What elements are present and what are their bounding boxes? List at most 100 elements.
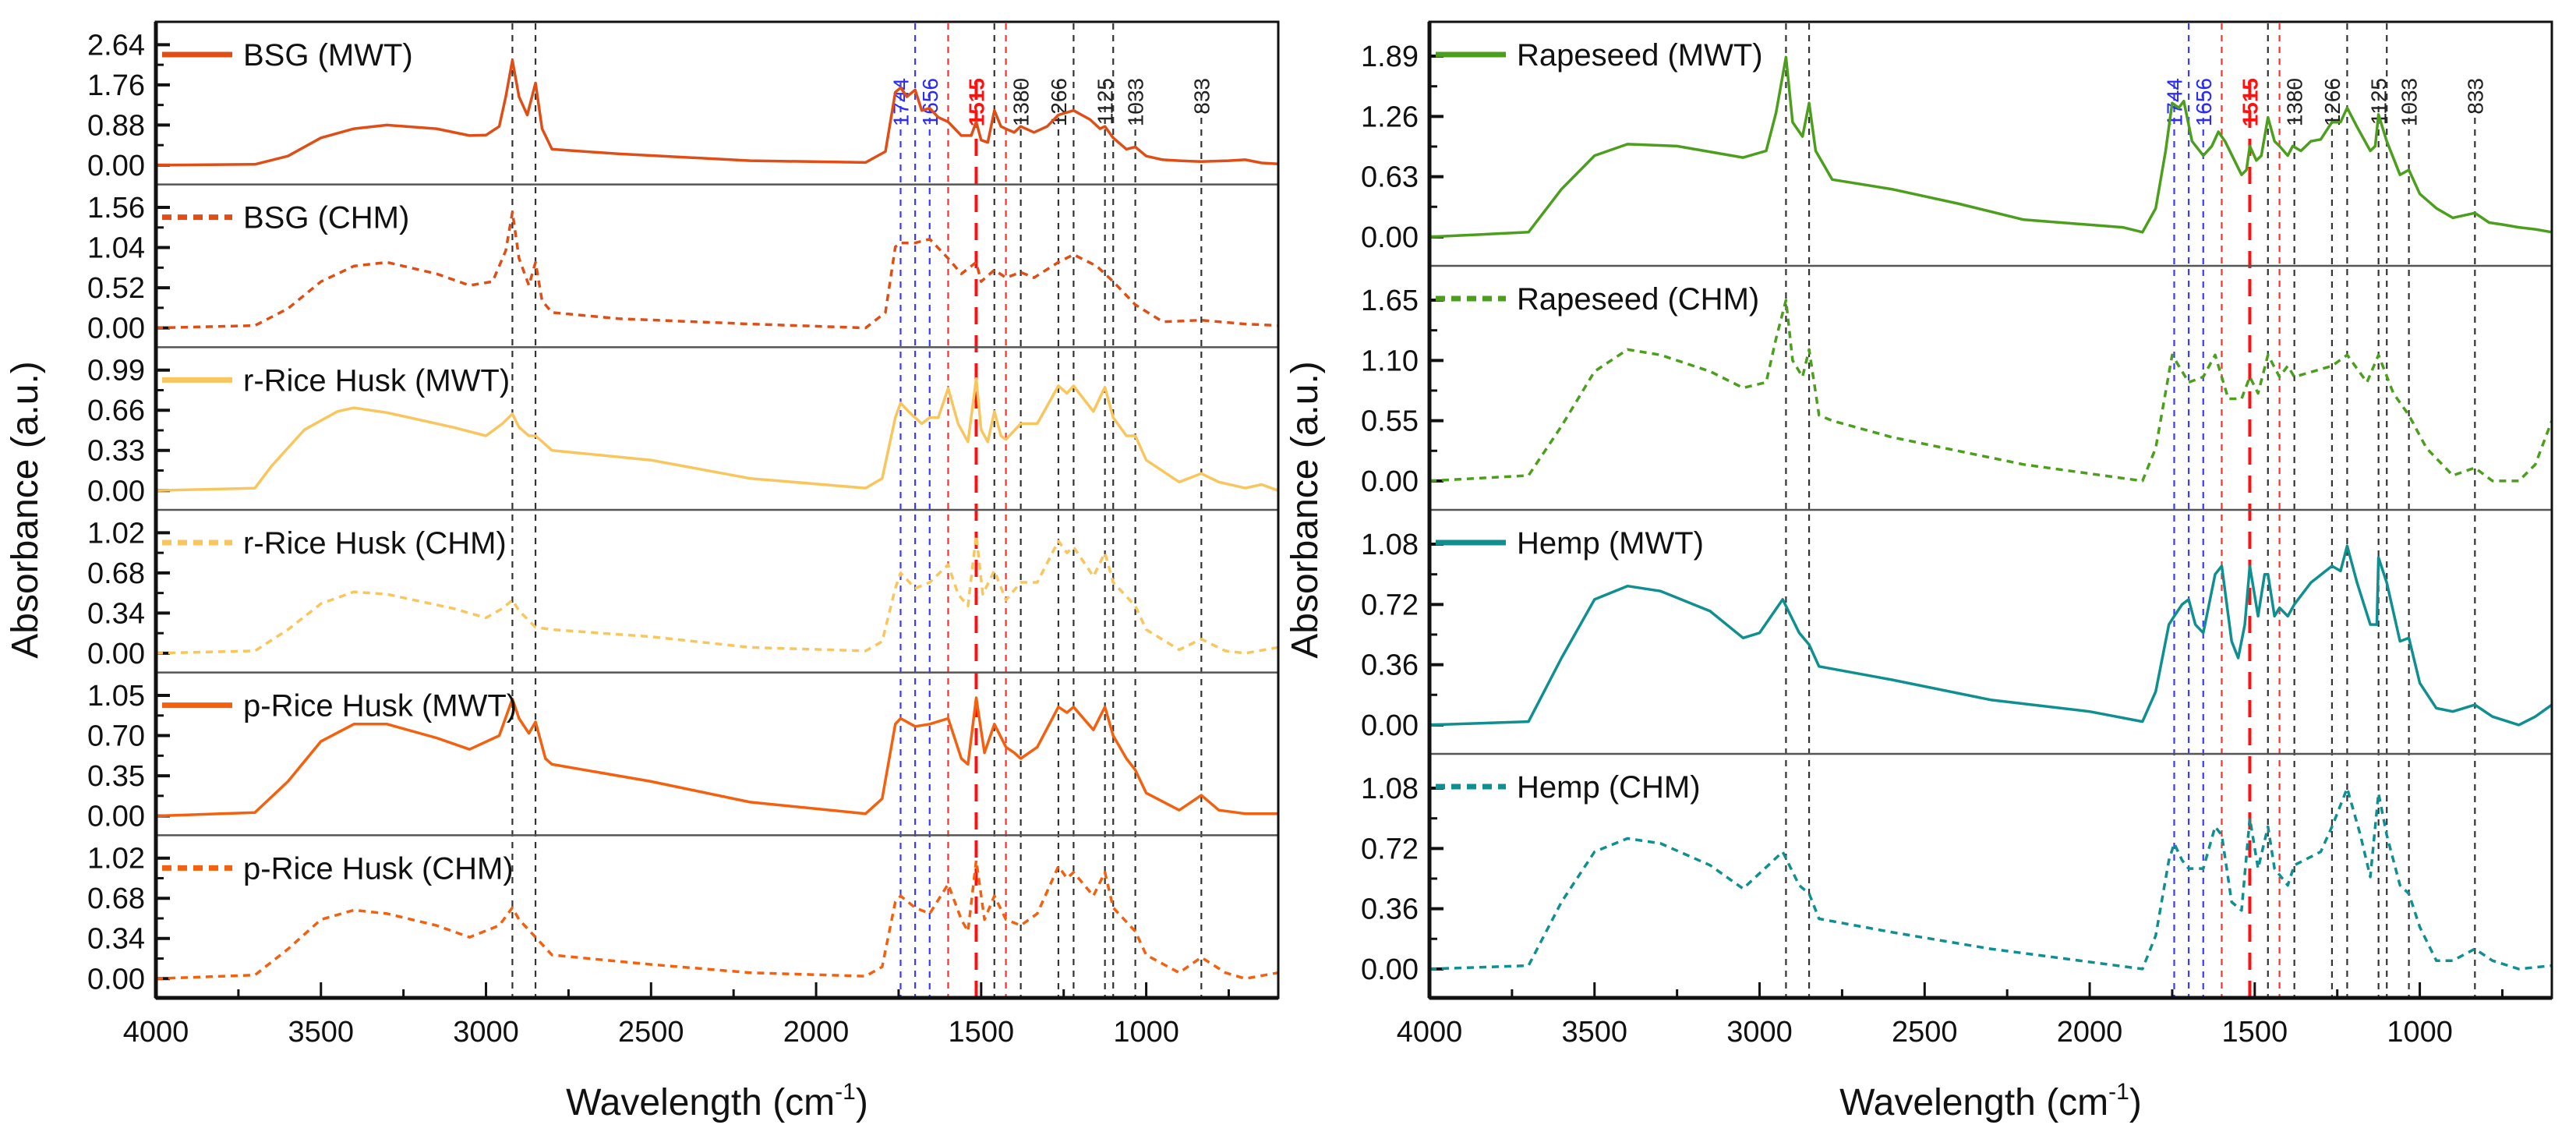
x-axis-title: Wavelength (cm-1) [1839,1079,2142,1123]
x-tick-label: 3000 [453,1016,519,1049]
y-tick-label: 1.89 [1361,41,1419,73]
x-axis-title-main: Wavelength (cm [566,1082,835,1123]
y-axis-title: Absorbance (a.u.) [5,361,46,659]
y-tick-label: 0.36 [1361,893,1419,926]
y-tick-label: 0.00 [87,801,145,833]
y-tick-label: 0.00 [1361,465,1419,498]
y-tick-label: 0.00 [1361,953,1419,986]
legend-label: p-Rice Husk (CHM) [243,851,514,886]
right-panel: 1744 1656 1515 1380 1266 1125 1033 8330.000.631… [1284,20,2553,1123]
annotation-label-1380: 1380 [1009,78,1034,126]
x-axis-title-close: ) [2129,1082,2142,1123]
y-tick-label: 1.04 [87,232,145,265]
y-tick-label: 0.00 [1361,221,1419,254]
annotation-label-1266: 1266 [2320,78,2345,126]
y-tick-label: 0.00 [87,475,145,508]
annotation-label-1033: 1033 [1124,78,1148,126]
series-line-p-rice-husk-mwt- [155,696,1278,818]
y-tick-label: 0.68 [87,557,145,590]
annotation-label-1033: 1033 [2398,78,2422,126]
y-tick-label: 0.72 [1361,833,1419,865]
annotation-label-1380: 1380 [2283,78,2307,126]
y-tick-label: 0.63 [1361,161,1419,194]
annotation-label-833: 833 [2463,78,2487,115]
x-tick-label: 2500 [1892,1016,1958,1049]
y-tick-label: 1.02 [87,517,145,550]
series-line-hemp-chm- [1429,787,2553,971]
left-panel: 1744 1656 1515 1380 1266 1125 1033 8330.000.881… [5,20,1280,1123]
annotation-label-1515: 1515 [964,78,988,126]
legend-label: Hemp (MWT) [1517,526,1704,561]
y-tick-label: 0.34 [87,923,145,956]
legend-label: r-Rice Husk (CHM) [243,526,507,561]
y-tick-label: 0.00 [1361,709,1419,742]
y-tick-label: 0.36 [1361,649,1419,682]
legend-label: Rapeseed (MWT) [1517,38,1763,73]
legend-label: BSG (MWT) [243,38,413,73]
y-tick-label: 0.66 [87,394,145,427]
x-axis-title: Wavelength (cm-1) [566,1079,868,1123]
y-axis-title: Absorbance (a.u.) [1284,361,1326,659]
x-tick-label: 3500 [1561,1016,1627,1049]
y-tick-label: 0.88 [87,109,145,142]
series-line-bsg-mwt- [155,58,1279,167]
y-tick-label: 0.34 [87,597,145,630]
legend-label: p-Rice Husk (MWT) [243,689,517,723]
legend-label: r-Rice Husk (MWT) [243,363,510,398]
y-tick-label: 0.00 [87,313,145,345]
y-tick-label: 1.08 [1361,529,1419,561]
y-tick-label: 1.08 [1361,773,1419,805]
legend-label: BSG (CHM) [243,201,409,235]
annotation-label-1515: 1515 [2238,78,2262,126]
x-tick-label: 1500 [949,1016,1015,1049]
y-tick-label: 0.00 [87,150,145,182]
annotation-label-1656: 1656 [918,78,942,126]
x-tick-label: 1000 [1113,1016,1179,1049]
y-tick-label: 0.99 [87,355,145,387]
y-tick-label: 1.26 [1361,101,1419,133]
y-tick-label: 1.10 [1361,345,1419,377]
annotation-label-1266: 1266 [1047,78,1071,126]
series-line-p-rice-husk-chm- [155,858,1279,981]
series-line-bsg-chm- [155,210,1279,330]
x-tick-label: 2000 [783,1016,850,1049]
x-axis-title-close: ) [856,1082,868,1123]
series-line-r-rice-husk-chm- [155,533,1279,655]
y-tick-label: 0.72 [1361,589,1419,621]
y-tick-label: 0.52 [87,272,145,305]
x-tick-label: 4000 [1397,1016,1463,1049]
x-tick-label: 3000 [1726,1016,1793,1049]
x-tick-label: 2000 [2057,1016,2123,1049]
series-line-hemp-mwt- [1429,544,2553,727]
series-line-r-rice-husk-mwt- [155,377,1279,493]
x-axis-title-superscript: -1 [835,1079,856,1105]
x-tick-label: 1000 [2387,1016,2453,1049]
y-tick-label: 1.76 [87,69,145,102]
y-tick-label: 0.55 [1361,405,1419,438]
y-tick-label: 0.00 [87,963,145,996]
annotation-label-1125: 1125 [1094,78,1118,125]
x-axis-title-main: Wavelength (cm [1839,1082,2108,1123]
y-tick-label: 1.56 [87,192,145,225]
x-tick-label: 2500 [618,1016,684,1049]
x-tick-label: 3500 [288,1016,354,1049]
y-tick-label: 0.35 [87,760,145,793]
legend-label: Rapeseed (CHM) [1517,282,1759,317]
legend-label: Hemp (CHM) [1517,770,1701,805]
annotation-label-833: 833 [1189,78,1214,115]
x-axis-title-superscript: -1 [2108,1079,2129,1105]
annotation-label-1656: 1656 [2192,78,2216,126]
x-tick-label: 1500 [2222,1016,2288,1049]
y-tick-label: 1.65 [1361,285,1419,317]
x-tick-label: 4000 [123,1016,189,1049]
y-tick-label: 0.00 [87,638,145,670]
y-tick-label: 0.68 [87,883,145,915]
y-tick-label: 1.05 [87,680,145,713]
y-tick-label: 1.02 [87,843,145,875]
series-line-rapeseed-mwt- [1429,55,2553,239]
y-tick-label: 2.64 [87,29,145,62]
y-tick-label: 0.33 [87,435,145,468]
y-tick-label: 0.70 [87,720,145,753]
